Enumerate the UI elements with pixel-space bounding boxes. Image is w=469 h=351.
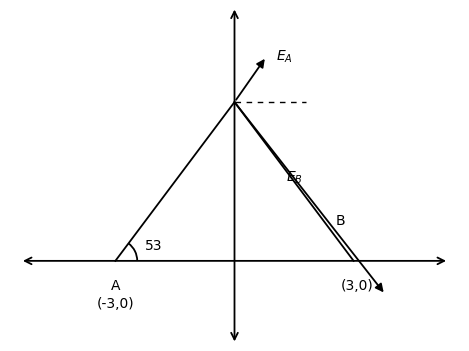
Text: $E_A$: $E_A$ [276, 48, 293, 65]
Text: B: B [336, 214, 345, 228]
Text: 53: 53 [145, 239, 163, 253]
Text: A: A [111, 279, 120, 293]
Text: (3,0): (3,0) [341, 279, 374, 293]
Text: (-3,0): (-3,0) [97, 297, 134, 311]
Text: $E_B$: $E_B$ [286, 169, 303, 186]
